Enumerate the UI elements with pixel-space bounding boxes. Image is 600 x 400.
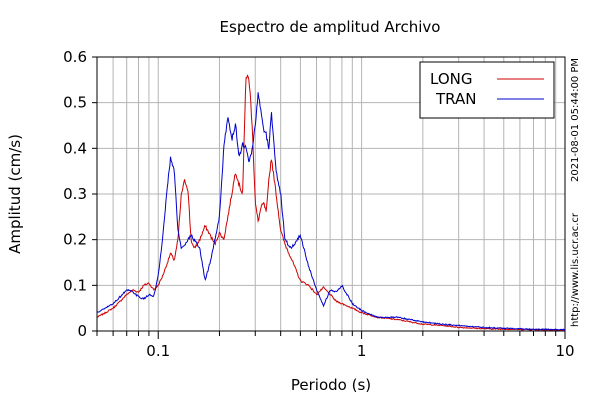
chart-title: Espectro de amplitud Archivo [220,18,441,36]
x-tick-label-2: 10 [555,342,574,360]
x-tick-label-0: 0.1 [146,342,170,360]
series-layer [96,74,566,332]
y-tick-label-2: 0.2 [63,231,87,249]
legend-label-tran: TRAN [435,90,476,108]
source-url-label: http://www.lis.ucr.ac.cr [570,212,581,327]
y-tick-label-3: 0.3 [63,185,87,203]
y-tick-label-0: 0 [77,322,87,340]
series-line-long [97,74,566,332]
y-tick-label-6: 0.6 [63,48,87,66]
legend-label-long: LONG [430,70,472,88]
y-axis-label: Amplitud (cm/s) [6,134,24,254]
x-tick-label-1: 1 [357,342,367,360]
x-axis: 0.1 1 10 [96,331,575,360]
y-axis: 0 0.1 0.2 0.3 0.4 0.5 0.6 [63,48,97,340]
y-tick-label-5: 0.5 [63,94,87,112]
timestamp-label: 2021-08-01 05:44:00 PM [570,58,581,182]
x-axis-label: Periodo (s) [291,376,371,394]
legend-box [419,61,555,119]
y-tick-label-4: 0.4 [63,139,87,157]
legend: LONG TRAN [419,61,555,119]
y-tick-label-1: 0.1 [63,276,87,294]
series-line-tran [96,92,566,331]
